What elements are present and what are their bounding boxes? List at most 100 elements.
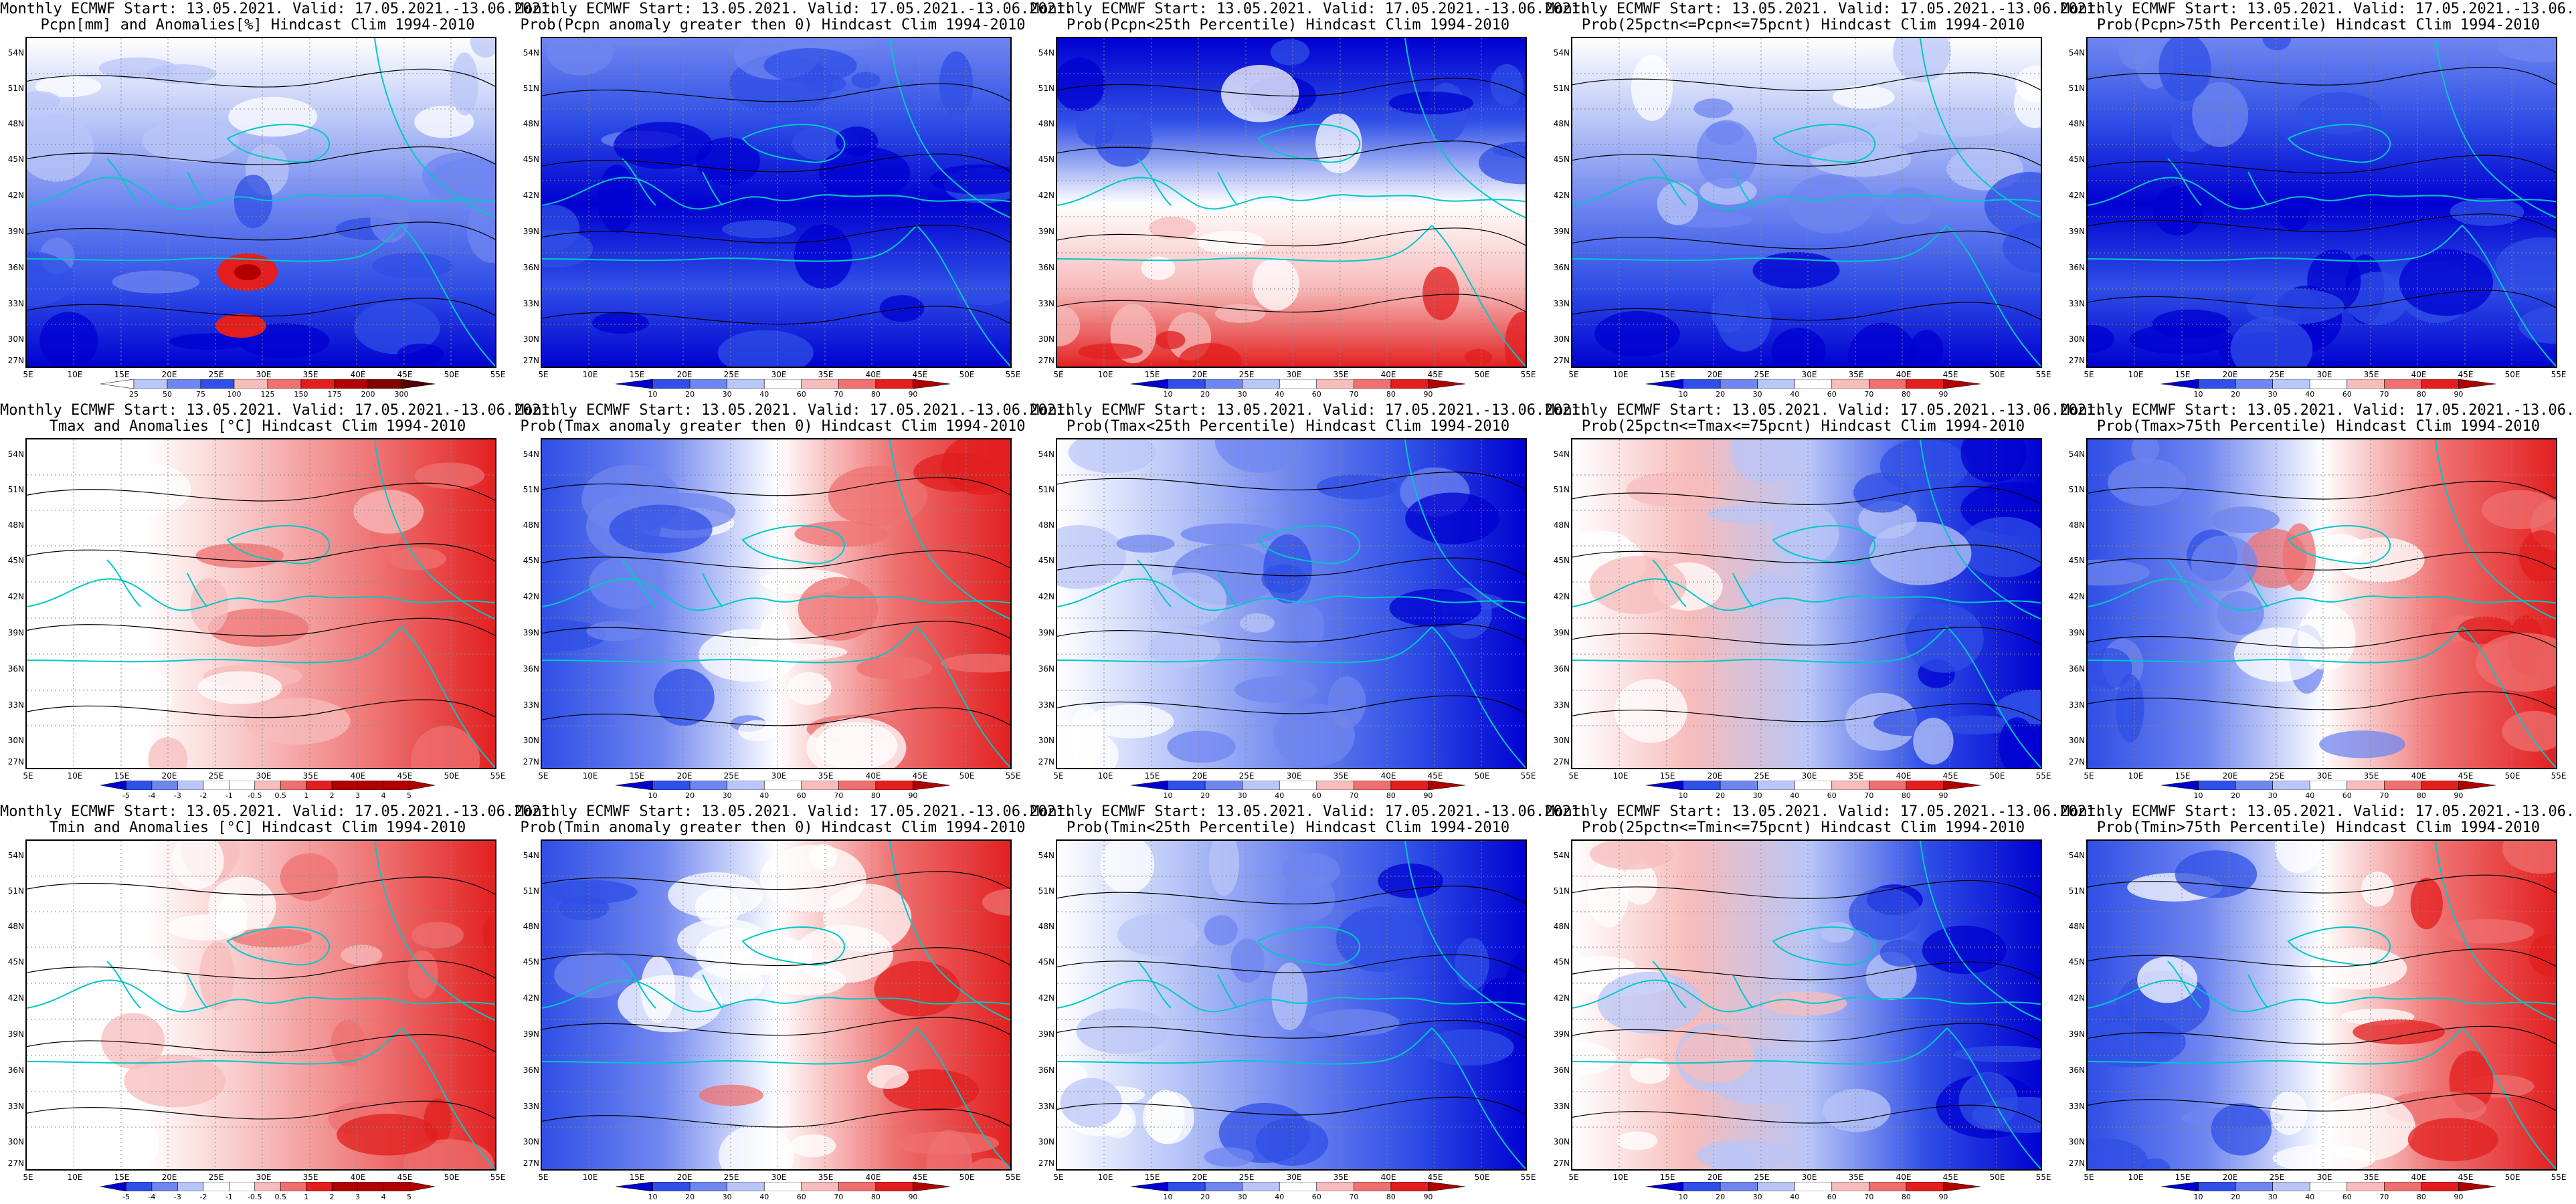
latitude-label: 42N xyxy=(523,191,539,200)
contour-line xyxy=(2088,290,2556,309)
colorbar-tick-label: -5 xyxy=(122,791,130,800)
colorbar-swatch xyxy=(200,379,235,389)
contour-line xyxy=(2088,66,2556,86)
field-patch xyxy=(1204,915,1238,946)
map-panel-p21: Monthly ECMWF Start: 13.05.2021. Valid: … xyxy=(515,803,1073,1204)
colorbar-tick-label: 70 xyxy=(834,791,844,800)
latitude-label: 36N xyxy=(2068,263,2085,272)
field-patch xyxy=(2317,1093,2415,1161)
field-patch xyxy=(1677,1029,1754,1084)
map-panel-p04: Monthly ECMWF Start: 13.05.2021. Valid: … xyxy=(2061,0,2576,401)
longitude-label: 10E xyxy=(67,771,83,781)
longitude-label: 15E xyxy=(1659,1173,1675,1182)
field-patch xyxy=(874,961,960,1017)
coastline xyxy=(1137,559,1172,607)
latitude-label: 36N xyxy=(7,664,24,674)
colorbar-tick-label: -1 xyxy=(225,791,233,800)
longitude-label: 20E xyxy=(1192,1173,1208,1182)
latitude-label: 27N xyxy=(1553,1159,1570,1168)
colorbar-swatch xyxy=(1794,379,1833,389)
latitude-label: 45N xyxy=(1553,556,1570,565)
colorbar-swatch xyxy=(913,1182,950,1191)
field-patch xyxy=(1255,1118,1329,1166)
colorbar-swatch xyxy=(2198,379,2236,389)
colorbar-ticks: 10 20 30 40 60 70 80 90 xyxy=(616,791,950,801)
colorbar-swatch xyxy=(1906,1182,1944,1191)
contour-line xyxy=(27,1100,495,1120)
coastline xyxy=(1057,1027,1433,1065)
latitude-label: 42N xyxy=(7,993,24,1003)
longitude-label: 35E xyxy=(2363,771,2379,781)
field-patch xyxy=(1388,91,1473,115)
coastline xyxy=(1057,578,1526,611)
field-patch xyxy=(1960,516,2041,578)
latitude-label: 51N xyxy=(7,84,24,93)
coastline xyxy=(622,961,656,1009)
longitude-label: 30E xyxy=(1286,370,1302,379)
latitude-label: 45N xyxy=(1038,556,1054,565)
longitude-label: 40E xyxy=(1896,1173,1912,1182)
colorbar-tick-label: 90 xyxy=(2454,791,2464,800)
latitude-label: 54N xyxy=(2068,449,2085,459)
colorbar xyxy=(1131,1182,1465,1191)
longitude-label: 50E xyxy=(1474,370,1490,379)
colorbar-swatch xyxy=(763,1182,802,1191)
field-patch xyxy=(35,76,102,98)
contour-line xyxy=(1057,472,1526,491)
map-svg xyxy=(1057,38,1526,367)
colorbar xyxy=(616,781,950,790)
latitude-label: 54N xyxy=(7,449,24,459)
colorbar-swatch xyxy=(1316,1182,1354,1191)
contour-line xyxy=(1572,486,2041,505)
latitude-label: 45N xyxy=(2068,957,2085,967)
longitude-label: 25E xyxy=(2269,771,2285,781)
longitude-label: 35E xyxy=(818,771,834,781)
field-patch xyxy=(1832,85,1895,109)
field-patch xyxy=(1465,348,1492,366)
colorbar-swatch xyxy=(1242,1182,1280,1191)
colorbar-tick-label: 30 xyxy=(1237,1193,1247,1201)
panel-subtitle: Tmax and Anomalies [°C] Hindcast Clim 19… xyxy=(49,418,466,435)
longitude-label: 55E xyxy=(2035,1173,2051,1182)
latitude-label: 48N xyxy=(523,119,539,128)
map-panel-p20: Monthly ECMWF Start: 13.05.2021. Valid: … xyxy=(0,803,558,1204)
contour-line xyxy=(1057,695,1526,714)
longitude-label: 50E xyxy=(1474,771,1490,781)
colorbar-tick-label: 10 xyxy=(648,390,658,399)
field-patch xyxy=(27,91,60,111)
longitude-label: 40E xyxy=(865,1173,881,1182)
colorbar-tick-label: 70 xyxy=(1349,390,1359,399)
field-patch xyxy=(699,1084,763,1106)
colorbar-swatch xyxy=(2309,379,2348,389)
colorbar-tick-label: 30 xyxy=(2268,390,2278,399)
latitude-label: 48N xyxy=(1553,119,1570,128)
field-patch xyxy=(414,106,474,138)
colorbar-tick-label: 10 xyxy=(1163,390,1173,399)
contour-line xyxy=(1057,557,1526,577)
colorbar-swatch xyxy=(1204,379,1243,389)
colorbar-swatch xyxy=(1354,781,1392,790)
field-patch xyxy=(589,556,666,609)
longitude-label: 25E xyxy=(723,771,739,781)
colorbar-svg xyxy=(616,379,950,389)
field-patch xyxy=(2502,710,2556,752)
field-patch xyxy=(1214,439,1304,473)
contour-line xyxy=(27,1033,495,1053)
field-patch xyxy=(1999,717,2036,768)
latitude-label: 39N xyxy=(7,1029,24,1039)
colorbar-swatch xyxy=(334,379,369,389)
latitude-label: 45N xyxy=(2068,155,2085,164)
field-patch xyxy=(2270,1091,2308,1135)
panel-header: Monthly ECMWF Start: 13.05.2021. Valid: … xyxy=(1546,402,2104,419)
field-patch xyxy=(798,577,879,641)
longitude-label: 50E xyxy=(1989,771,2005,781)
coastline xyxy=(1572,225,1948,262)
longitude-label: 5E xyxy=(2084,370,2094,379)
field-patch xyxy=(1261,564,1307,594)
latitude-label: 42N xyxy=(1038,592,1054,601)
longitude-label: 5E xyxy=(23,1173,33,1182)
field-patch xyxy=(1378,863,1443,898)
colorbar-swatch xyxy=(357,1182,384,1191)
longitude-label: 10E xyxy=(582,771,598,781)
latitude-label: 45N xyxy=(1553,957,1570,967)
